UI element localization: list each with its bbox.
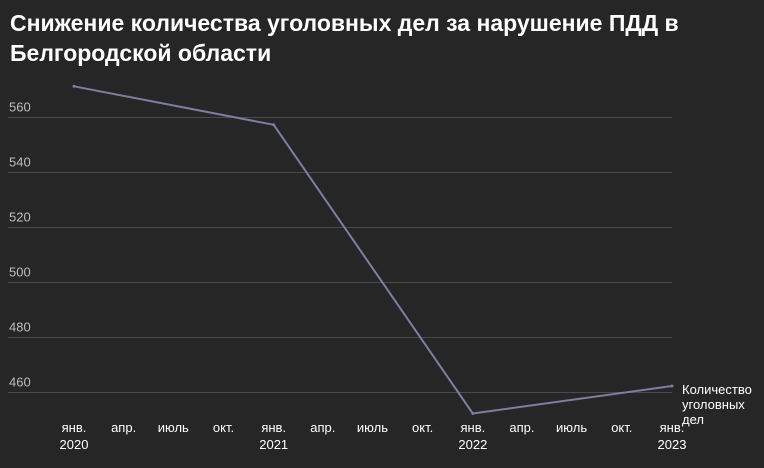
y-tick-label: 460 bbox=[9, 375, 31, 390]
x-axis-ticks: янв. 2020 апр. июль окт. янв. 2021 апр. июль окт.… bbox=[60, 420, 687, 452]
x-tick-label: июль bbox=[556, 420, 587, 435]
y-tick-label: 520 bbox=[9, 210, 31, 225]
data-point bbox=[272, 123, 276, 127]
x-tick-label: апр. bbox=[509, 420, 534, 435]
x-tick-label: окт. bbox=[412, 420, 433, 435]
y-tick-label: 500 bbox=[9, 265, 31, 280]
x-tick-label: окт. bbox=[611, 420, 632, 435]
x-tick-label: янв. 2020 bbox=[60, 420, 89, 452]
data-point bbox=[670, 384, 674, 388]
data-point bbox=[72, 84, 76, 88]
x-tick-label: янв. 2023 bbox=[658, 420, 687, 452]
series-line bbox=[73, 85, 673, 415]
x-tick-label: апр. bbox=[310, 420, 335, 435]
chart-title: Снижение количества уголовных дел за нар… bbox=[10, 10, 679, 66]
x-tick-label: янв. 2021 bbox=[259, 420, 288, 452]
series-label: Количество уголовных дел bbox=[682, 382, 752, 427]
x-tick-label: окт. bbox=[213, 420, 234, 435]
y-tick-label: 540 bbox=[9, 155, 31, 170]
x-tick-label: июль bbox=[357, 420, 388, 435]
y-tick-label: 560 bbox=[9, 100, 31, 115]
x-tick-label: июль bbox=[158, 420, 189, 435]
y-tick-label: 480 bbox=[9, 320, 31, 335]
x-tick-label: апр. bbox=[111, 420, 136, 435]
series-layer: Количество уголовных дел bbox=[72, 84, 752, 427]
y-axis-ticks: 460 480 500 520 540 560 bbox=[9, 100, 31, 390]
gridlines bbox=[8, 117, 672, 393]
data-point bbox=[471, 412, 475, 415]
x-tick-label: янв. 2022 bbox=[458, 420, 487, 452]
